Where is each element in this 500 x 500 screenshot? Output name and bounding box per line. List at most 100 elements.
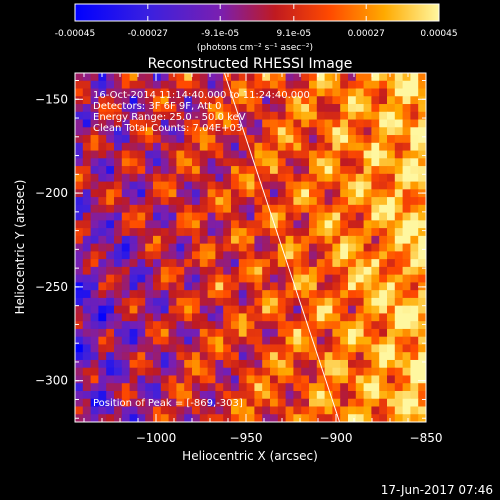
heatmap-cell: [418, 313, 426, 322]
heatmap-cell: [394, 274, 404, 283]
heatmap-cell: [309, 282, 318, 291]
heatmap-cell: [418, 119, 426, 128]
heatmap-cell: [192, 119, 201, 128]
heatmap-cell: [379, 88, 388, 97]
heatmap-cell: [332, 197, 341, 206]
heatmap-cell: [184, 305, 193, 315]
heatmap-cell: [192, 228, 201, 237]
heatmap-cell: [129, 111, 138, 121]
heatmap-cell: [215, 212, 224, 221]
heatmap-cell: [176, 96, 185, 105]
heatmap-cell: [176, 321, 185, 330]
heatmap-cell: [168, 142, 177, 152]
heatmap-cell: [277, 96, 287, 105]
heatmap-cell: [137, 150, 146, 159]
heatmap-cell: [114, 111, 123, 121]
heatmap-cell: [90, 88, 99, 97]
heatmap-cell: [410, 297, 419, 307]
heatmap-cell: [192, 390, 201, 400]
heatmap-cell: [98, 290, 107, 299]
heatmap-cell: [355, 359, 365, 369]
heatmap-cell: [184, 235, 193, 245]
heatmap-cell: [254, 251, 263, 260]
heatmap-cell: [410, 398, 419, 408]
heatmap-cell: [270, 321, 279, 330]
heatmap-cell: [238, 344, 248, 353]
heatmap-cell: [246, 235, 255, 245]
heatmap-cell: [348, 127, 357, 136]
heatmap-cell: [121, 398, 131, 408]
colorbar-tick-label: -0.00027: [128, 29, 168, 39]
heatmap-cell: [82, 398, 92, 408]
heatmap-cell: [293, 406, 302, 415]
heatmap-cell: [106, 274, 115, 283]
heatmap-cell: [176, 313, 185, 322]
heatmap-cell: [394, 359, 404, 369]
heatmap-cell: [223, 197, 232, 206]
heatmap-cell: [82, 321, 92, 330]
heatmap-cell: [129, 80, 138, 90]
heatmap-cell: [371, 197, 380, 206]
heatmap-cell: [270, 158, 279, 167]
heatmap-cell: [277, 305, 287, 315]
heatmap-cell: [348, 321, 357, 330]
heatmap-cell: [285, 96, 294, 105]
heatmap-cell: [90, 204, 99, 214]
heatmap-cell: [137, 305, 146, 315]
heatmap-cell: [153, 297, 162, 307]
heatmap-cell: [316, 88, 326, 97]
heatmap-cell: [114, 375, 123, 384]
heatmap-cell: [114, 406, 123, 415]
heatmap-cell: [402, 212, 411, 221]
heatmap-cell: [277, 119, 287, 128]
heatmap-cell: [75, 173, 84, 183]
heatmap-cell: [348, 135, 357, 144]
heatmap-cell: [121, 158, 131, 167]
heatmap-cell: [90, 181, 99, 190]
heatmap-cell: [207, 243, 216, 252]
heatmap-cell: [363, 142, 372, 152]
heatmap-cells: [75, 73, 426, 422]
heatmap-cell: [129, 414, 138, 422]
heatmap-cell: [114, 414, 123, 422]
heatmap-cell: [394, 189, 404, 198]
heatmap-cell: [82, 328, 92, 338]
heatmap-cell: [153, 274, 162, 283]
heatmap-cell: [114, 158, 123, 167]
heatmap-cell: [418, 367, 426, 377]
heatmap-cell: [121, 189, 131, 198]
heatmap-cell: [270, 135, 279, 144]
heatmap-cell: [153, 173, 162, 183]
heatmap-cell: [231, 127, 240, 136]
heatmap-cell: [410, 88, 419, 97]
heatmap-cell: [90, 73, 99, 82]
heatmap-cell: [363, 127, 372, 136]
heatmap-cell: [184, 344, 193, 353]
heatmap-cell: [114, 367, 123, 377]
heatmap-cell: [168, 73, 177, 82]
heatmap-cell: [114, 282, 123, 291]
heatmap-cell: [301, 406, 310, 415]
heatmap-cell: [246, 173, 255, 183]
heatmap-cell: [82, 158, 92, 167]
heatmap-cell: [98, 181, 107, 190]
heatmap-cell: [332, 305, 341, 315]
heatmap-cell: [246, 313, 255, 322]
heatmap-cell: [293, 212, 302, 221]
heatmap-cell: [410, 189, 419, 198]
heatmap-cell: [129, 212, 138, 221]
heatmap-cell: [215, 375, 224, 384]
heatmap-cell: [168, 282, 177, 291]
heatmap-cell: [106, 181, 115, 190]
heatmap-cell: [223, 266, 232, 276]
heatmap-cell: [106, 73, 115, 82]
heatmap-cell: [277, 398, 287, 408]
heatmap-cell: [402, 406, 411, 415]
heatmap-cell: [160, 173, 170, 183]
heatmap-cell: [153, 359, 162, 369]
heatmap-cell: [324, 204, 333, 214]
heatmap-cell: [285, 166, 294, 175]
heatmap-cell: [82, 104, 92, 113]
heatmap-cell: [293, 282, 302, 291]
heatmap-cell: [90, 259, 99, 268]
